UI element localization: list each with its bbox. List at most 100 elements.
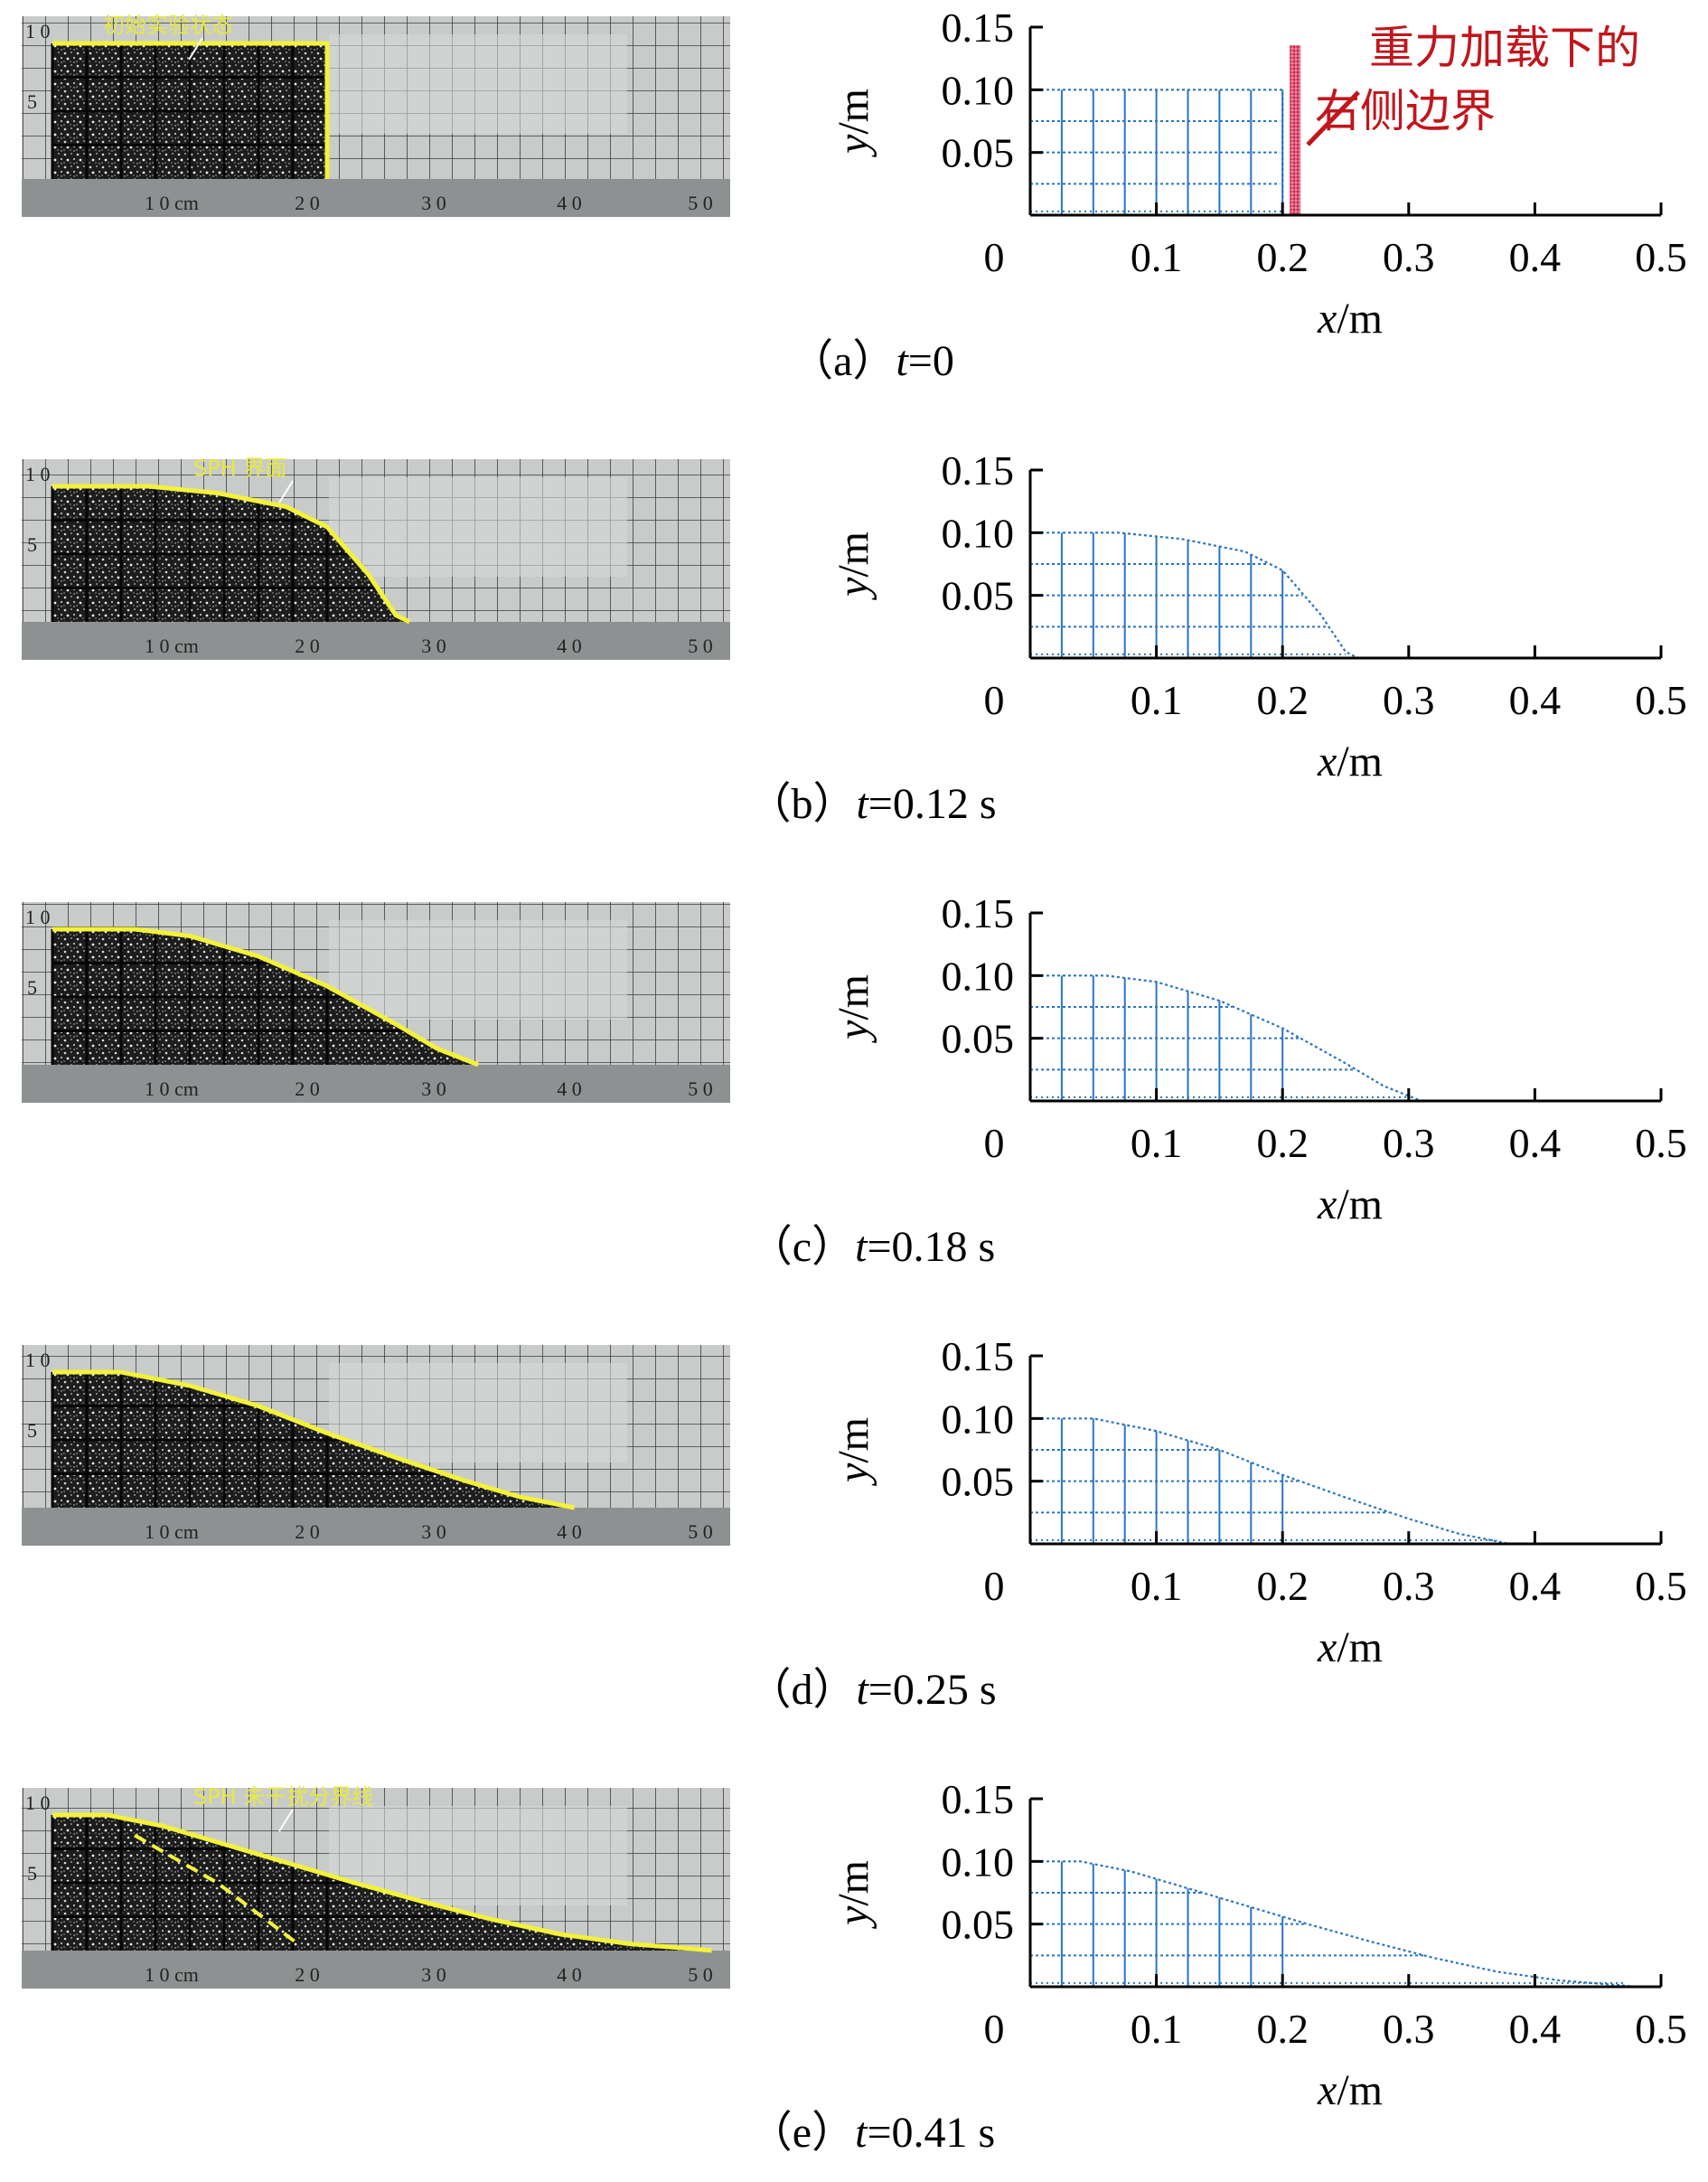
free-surface-line xyxy=(1030,1417,1510,1546)
caption-b: （b）t=0.12 s xyxy=(747,780,996,828)
scale-label: 1 0 xyxy=(25,906,51,928)
x-tick-label: 0.4 xyxy=(1509,1563,1562,1609)
x-tick-label: 0.5 xyxy=(1635,1563,1687,1609)
ruler-label: 5 0 xyxy=(688,192,713,214)
experiment-photo-a: 1 0 cm 2 0 3 0 4 0 5 0 1 0 5 初始实验状态 xyxy=(22,13,730,217)
y-tick-label: 0.05 xyxy=(942,1459,1015,1505)
glare-patch xyxy=(329,920,627,1020)
y-axis-label-var: y xyxy=(830,577,877,601)
sph-interface-line xyxy=(52,1369,576,1510)
x-tick-label: 0.4 xyxy=(1509,1120,1562,1166)
gravity-boundary-bar xyxy=(1290,45,1301,215)
y-tick-label: 0.10 xyxy=(942,1396,1015,1442)
x-tick-label: 0.3 xyxy=(1383,1563,1435,1609)
ruler-label: 2 0 xyxy=(295,635,320,657)
x-tick-label: 0 xyxy=(984,1563,1005,1609)
x-tick-label: 0.5 xyxy=(1635,2006,1687,2052)
caption-a: （a）t=0 xyxy=(790,337,954,385)
experiment-photo-b: 1 0 cm 2 0 3 0 4 0 5 0 1 0 5 SPH 界面 xyxy=(22,456,730,660)
y-axis-label: y/m xyxy=(830,1860,877,1930)
scale-label: 1 0 xyxy=(25,463,51,485)
x-tick-label: 0.4 xyxy=(1509,234,1562,280)
sph-interface-line xyxy=(52,484,411,625)
x-axis-label-var: x xyxy=(1317,1623,1337,1671)
x-axis-label-unit: /m xyxy=(1337,295,1383,343)
y-tick-label: 0.05 xyxy=(942,1016,1015,1062)
x-axis-label-unit: /m xyxy=(1337,1180,1383,1228)
experiment-photo-d: 1 0 cm 2 0 3 0 4 0 5 0 1 0 5 xyxy=(22,1345,730,1546)
ruler-label: 3 0 xyxy=(421,1963,446,1986)
ruler-label: 4 0 xyxy=(557,1520,582,1543)
ruler-strip xyxy=(22,1951,730,1989)
free-surface-line xyxy=(1030,531,1359,659)
scale-label: 1 0 xyxy=(25,20,51,42)
y-tick-label: 0.05 xyxy=(942,1902,1015,1948)
y-axis-label-var: y xyxy=(830,1020,877,1044)
photo-label-pointer xyxy=(278,480,294,503)
ruler-label: 4 0 xyxy=(557,1963,582,1986)
x-axis-label-var: x xyxy=(1317,295,1337,343)
x-tick-label: 0.4 xyxy=(1509,677,1562,723)
annotation-line-1: 重力加载下的 xyxy=(1369,22,1640,74)
ruler-strip xyxy=(22,622,730,660)
ruler-label: 1 0 cm xyxy=(145,635,199,657)
y-tick-label: 0.15 xyxy=(942,890,1015,936)
y-tick-label: 0.10 xyxy=(942,67,1015,113)
x-tick-label: 0.4 xyxy=(1509,2006,1562,2052)
photo-label: SPH 未干扰分界线 xyxy=(193,1784,373,1810)
y-tick-label: 0.10 xyxy=(942,1839,1015,1885)
y-axis-label-unit: /m xyxy=(830,89,877,135)
sph-interface-line xyxy=(52,41,330,179)
sph-chart-d: 0 0.1 0.2 0.3 0.4 0.50.050.100.15x/my/m xyxy=(830,1333,1687,1671)
scale-label: 5 xyxy=(27,1419,37,1442)
ruler-strip xyxy=(22,1508,730,1546)
ruler-label: 1 0 cm xyxy=(145,1077,199,1100)
x-tick-label: 0.3 xyxy=(1383,2006,1435,2052)
panel-e: 1 0 cm 2 0 3 0 4 0 5 0 1 0 5 SPH 未干扰分界线 0 0.1 0.2… xyxy=(22,1776,1687,2157)
y-tick-label: 0.15 xyxy=(942,1776,1015,1822)
y-axis-label: y/m xyxy=(830,974,877,1044)
ruler-label: 2 0 xyxy=(295,1963,320,1986)
x-tick-label: 0.3 xyxy=(1383,234,1435,280)
glare-patch xyxy=(329,1363,627,1463)
ruler-label: 3 0 xyxy=(421,1077,446,1100)
glare-patch xyxy=(329,34,627,134)
ruler-label: 1 0 cm xyxy=(145,1963,199,1986)
y-axis-label: y/m xyxy=(830,89,877,158)
caption-c: （c）t=0.18 s xyxy=(749,1223,995,1271)
photo-label-pointer xyxy=(278,1809,294,1832)
x-axis-label: x/m xyxy=(1317,738,1383,785)
x-axis-label: x/m xyxy=(1317,1180,1383,1228)
x-tick-label: 0.2 xyxy=(1256,1120,1309,1166)
caption-e: （e）t=0.41 s xyxy=(749,2109,995,2157)
ruler-label: 5 0 xyxy=(688,635,713,657)
ruler-label: 5 0 xyxy=(688,1963,713,1986)
x-tick-label: 0.1 xyxy=(1131,1120,1183,1166)
ruler-label: 1 0 cm xyxy=(145,192,199,214)
caption-d: （d）t=0.25 s xyxy=(747,1666,996,1714)
annotation-line-2: 右侧边界 xyxy=(1315,85,1496,137)
photo-label: SPH 界面 xyxy=(193,456,286,481)
ruler-strip xyxy=(22,179,730,217)
experiment-photo-e: 1 0 cm 2 0 3 0 4 0 5 0 1 0 5 SPH 未干扰分界线 xyxy=(22,1784,730,1989)
x-tick-label: 0 xyxy=(984,1120,1005,1166)
sph-interface-line xyxy=(52,1812,712,1953)
x-tick-label: 0.1 xyxy=(1131,677,1183,723)
x-tick-label: 0.5 xyxy=(1635,234,1687,280)
free-surface-line xyxy=(1030,1860,1637,1989)
ruler-strip xyxy=(22,1065,730,1103)
ruler-label: 2 0 xyxy=(295,192,320,214)
sph-chart-b: 0 0.1 0.2 0.3 0.4 0.50.050.100.15x/my/m xyxy=(830,447,1687,785)
x-tick-label: 0.2 xyxy=(1256,677,1309,723)
scale-label: 1 0 xyxy=(25,1349,51,1371)
panel-b: 1 0 cm 2 0 3 0 4 0 5 0 1 0 5 SPH 界面 0 0.1 0.2 0.3 0… xyxy=(22,447,1687,828)
x-axis-label-unit: /m xyxy=(1337,2066,1383,2114)
y-axis-label-var: y xyxy=(830,134,877,158)
x-tick-label: 0.5 xyxy=(1635,1120,1687,1166)
x-tick-label: 0.2 xyxy=(1256,234,1309,280)
ruler-label: 4 0 xyxy=(557,1077,582,1100)
x-tick-label: 0.3 xyxy=(1383,1120,1435,1166)
y-tick-label: 0.10 xyxy=(942,953,1015,999)
ruler-label: 1 0 cm xyxy=(145,1520,199,1543)
